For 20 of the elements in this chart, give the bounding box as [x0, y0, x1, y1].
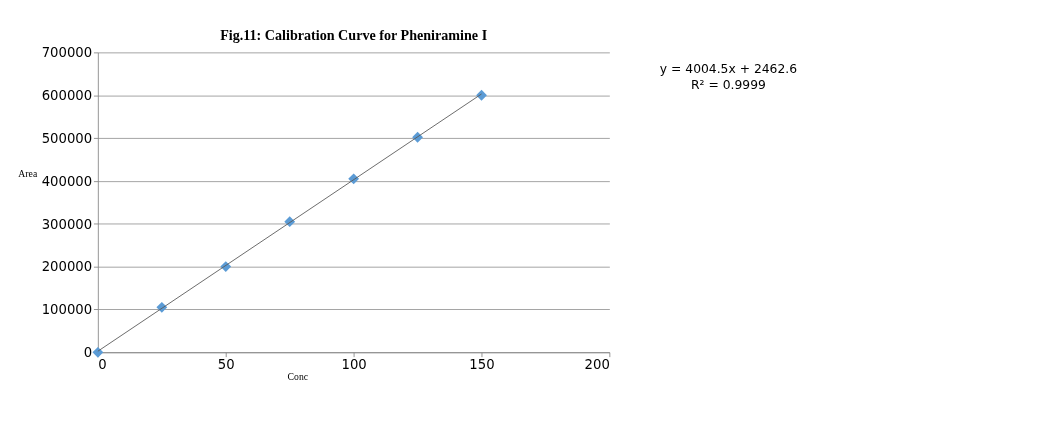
x-tick-label: 0	[98, 357, 107, 373]
y-tick-label: 300000	[41, 216, 93, 232]
y-tick-label: 0	[83, 345, 93, 361]
x-tick-label: 50	[217, 357, 235, 373]
x-tick-label: 100	[341, 357, 367, 373]
point	[476, 89, 487, 101]
text: R² = 0.9999	[691, 77, 766, 92]
y-tick-label: 200000	[41, 259, 93, 275]
y-tick-label: 500000	[41, 130, 93, 146]
y-tick-label: 700000	[41, 45, 93, 61]
x-tick-label: 200	[584, 357, 610, 373]
x-axis-title: Conc	[287, 371, 309, 383]
point	[92, 346, 104, 358]
x-tick-label: 150	[469, 357, 495, 373]
y-tick-label: 600000	[41, 88, 93, 104]
y-tick-label: 400000	[41, 173, 93, 189]
y-tick-label: 100000	[41, 302, 93, 318]
text: y = 4004.5x + 2462.6	[659, 61, 798, 76]
y-axis-title: Area	[18, 168, 38, 180]
chart-title: Fig.11: Calibration Curve for Pheniramine I	[220, 27, 488, 44]
